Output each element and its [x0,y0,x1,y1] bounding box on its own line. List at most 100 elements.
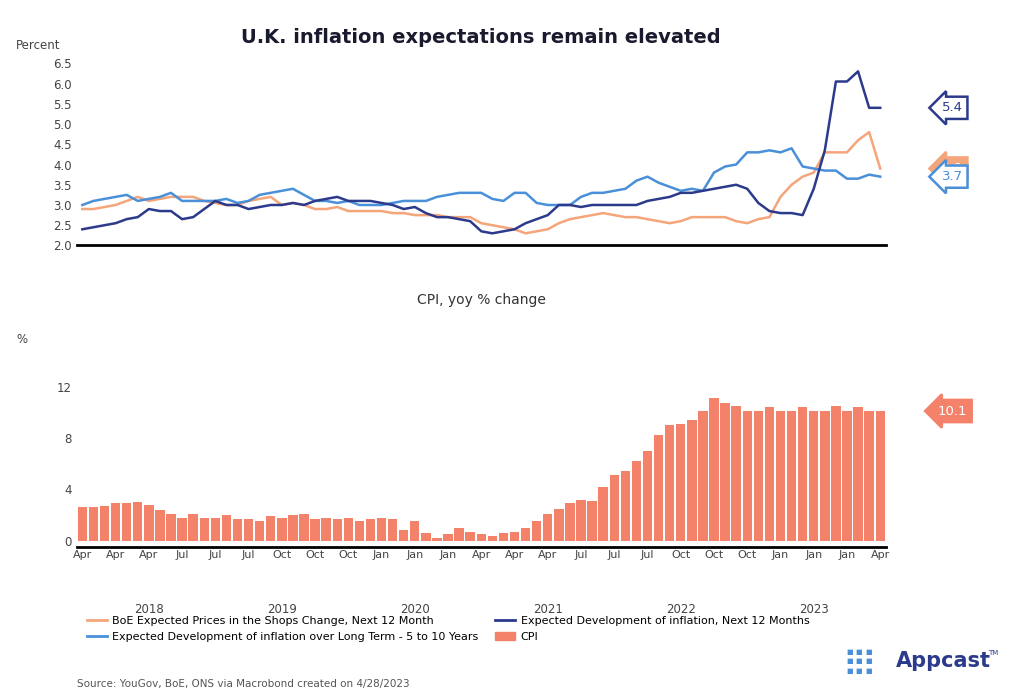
Bar [786,411,797,541]
Bar [543,514,553,541]
Bar [421,533,430,541]
Bar [565,503,574,541]
Bar [455,528,464,541]
Bar [754,411,763,541]
Legend: BoE Expected Prices in the Shops Change, Next 12 Month, Expected Development of : BoE Expected Prices in the Shops Change,… [82,612,814,646]
Bar [554,509,563,541]
Bar [322,518,331,541]
Bar [577,500,586,541]
Bar [676,424,685,541]
Bar [843,411,852,541]
Bar [99,506,110,541]
Text: ■: ■ [865,668,871,673]
Bar [720,404,730,541]
Bar [244,519,253,541]
Bar [665,425,675,541]
Bar [388,519,397,541]
Text: ■: ■ [847,668,853,673]
Text: 3.7: 3.7 [942,170,963,183]
Text: ■: ■ [865,650,871,655]
Bar [521,528,530,541]
Bar [200,518,209,541]
Bar [133,503,142,541]
Bar [366,519,375,541]
Bar [831,406,841,541]
Text: U.K. inflation expectations remain elevated: U.K. inflation expectations remain eleva… [242,28,721,47]
Bar [654,436,664,541]
Bar [177,518,186,541]
Bar [776,411,785,541]
Text: 2020: 2020 [400,603,430,616]
Text: ■: ■ [865,659,871,664]
Text: CPI, yoy % change: CPI, yoy % change [417,293,546,307]
Text: ■: ■ [847,659,853,664]
Bar [188,514,198,541]
Bar [853,407,863,541]
Text: ■: ■ [856,659,862,664]
Text: ■: ■ [847,650,853,655]
Bar [399,530,409,541]
Bar [333,519,342,541]
Text: 2019: 2019 [267,603,297,616]
Text: %: % [16,333,28,346]
Bar [354,521,365,541]
Bar [232,519,243,541]
Bar [156,510,165,541]
Bar [765,407,774,541]
Bar [487,535,497,541]
Bar [609,475,618,541]
Bar [166,514,176,541]
Bar [643,451,652,541]
Bar [443,535,453,541]
Bar [211,518,220,541]
Bar [798,407,807,541]
Text: Source: YouGov, BoE, ONS via Macrobond created on 4/28/2023: Source: YouGov, BoE, ONS via Macrobond c… [77,679,410,689]
Bar [710,398,719,541]
Bar [278,518,287,541]
Bar [532,521,542,541]
Bar [432,538,441,541]
Text: 2018: 2018 [134,603,164,616]
Bar [144,505,154,541]
Text: TM: TM [988,650,998,656]
Bar [377,518,386,541]
Bar [111,503,120,541]
Bar [687,420,696,541]
Bar [410,521,420,541]
Bar [255,521,264,541]
Bar [221,515,231,541]
Text: 3.9: 3.9 [942,162,963,175]
Bar [621,471,630,541]
Bar [731,406,741,541]
Text: 5.4: 5.4 [942,101,963,114]
Bar [466,532,475,541]
Bar [310,519,319,541]
Bar [820,411,829,541]
Text: ■: ■ [856,668,862,673]
Text: 2021: 2021 [532,603,563,616]
Bar [864,411,873,541]
Bar [499,533,508,541]
Bar [288,515,298,541]
Text: Appcast: Appcast [896,652,991,671]
Bar [299,514,308,541]
Bar [476,535,486,541]
Bar [598,487,608,541]
Bar [510,532,519,541]
Bar [698,411,708,541]
Text: ■: ■ [856,650,862,655]
Bar [78,507,87,541]
Bar [742,411,752,541]
Bar [266,516,275,541]
Bar [89,507,98,541]
Bar [809,411,818,541]
Text: 2022: 2022 [666,603,695,616]
Bar [122,503,131,541]
Bar [588,501,597,541]
Bar [344,518,353,541]
Text: Percent: Percent [16,39,60,52]
Bar [876,411,885,541]
Text: 2023: 2023 [799,603,828,616]
Text: 10.1: 10.1 [938,404,967,418]
Bar [632,461,641,541]
